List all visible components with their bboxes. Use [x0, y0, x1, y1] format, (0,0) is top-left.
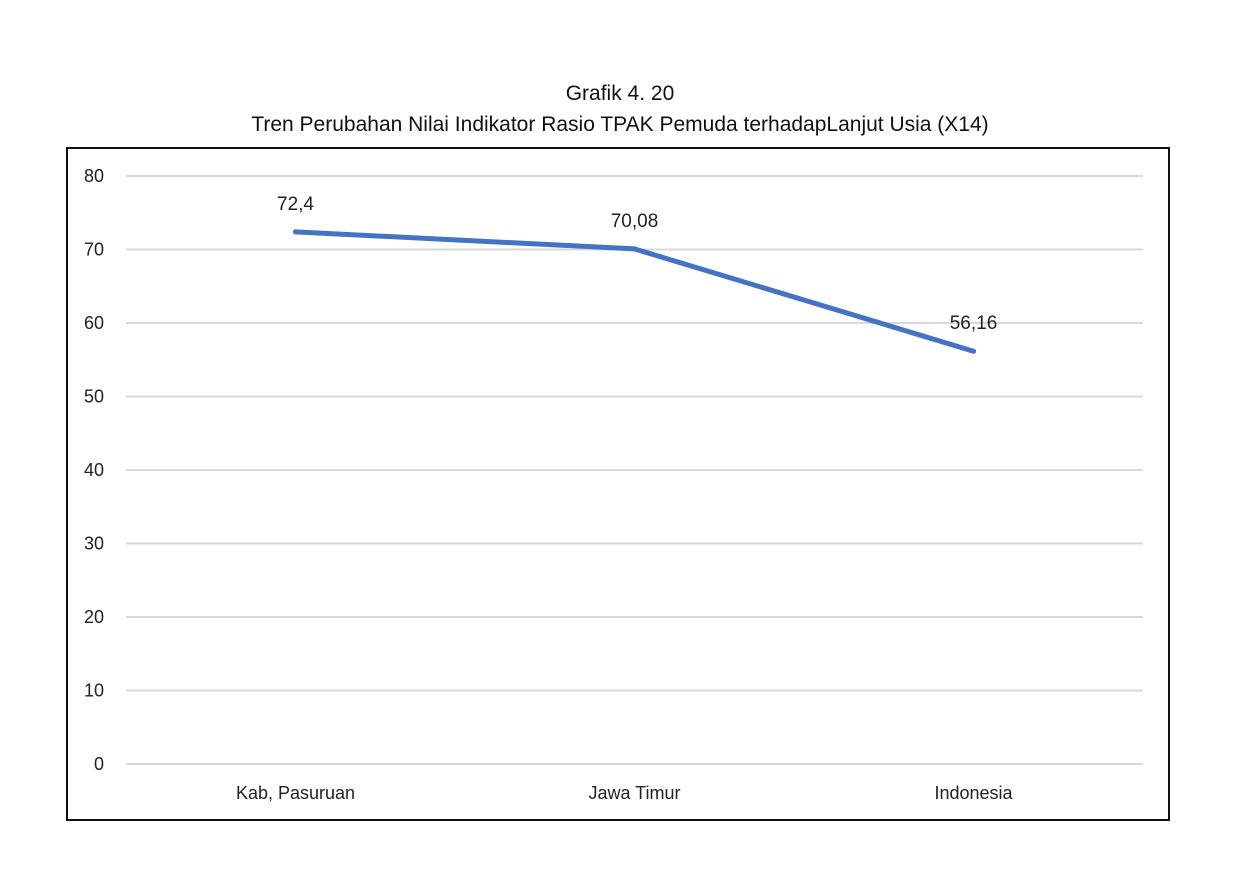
x-tick-label: Jawa Timur: [588, 783, 680, 803]
line-chart: 0 10 20 30 40 50 60 70 80 Kab, Pasuruan Jawa Timu…: [84, 166, 1143, 803]
chart-frame: 0 10 20 30 40 50 60 70 80 Kab, Pasuruan Jawa Timu…: [66, 147, 1170, 821]
y-tick-label: 0: [94, 754, 104, 774]
y-tick-label: 70: [84, 240, 104, 260]
x-axis-ticks: Kab, Pasuruan Jawa Timur Indonesia: [236, 783, 1014, 803]
data-point: [632, 246, 637, 252]
gridlines: [126, 175, 1143, 765]
y-tick-label: 10: [84, 681, 104, 701]
chart-caption: Grafik 4. 20: [565, 82, 675, 105]
y-tick-label: 80: [84, 166, 104, 186]
y-tick-label: 60: [84, 313, 104, 333]
y-tick-label: 20: [84, 607, 104, 627]
data-label: 72,4: [277, 194, 314, 215]
data-label: 70,08: [611, 211, 659, 232]
chart-title: Tren Perubahan Nilai Indikator Rasio TPA…: [251, 113, 989, 136]
y-tick-label: 40: [84, 460, 104, 480]
y-axis-ticks: 0 10 20 30 40 50 60 70 80: [84, 166, 104, 774]
data-point: [971, 348, 976, 354]
data-point: [293, 229, 298, 235]
x-tick-label: Kab, Pasuruan: [236, 783, 355, 803]
y-tick-label: 50: [84, 387, 104, 407]
chart-title-block: Grafik 4. 20 Tren Perubahan Nilai Indika…: [0, 78, 1240, 140]
series-layer: [293, 229, 976, 354]
data-labels: 72,4 70,08 56,16: [277, 194, 997, 334]
data-label: 56,16: [950, 313, 998, 334]
y-tick-label: 30: [84, 534, 104, 554]
x-tick-label: Indonesia: [934, 783, 1013, 803]
